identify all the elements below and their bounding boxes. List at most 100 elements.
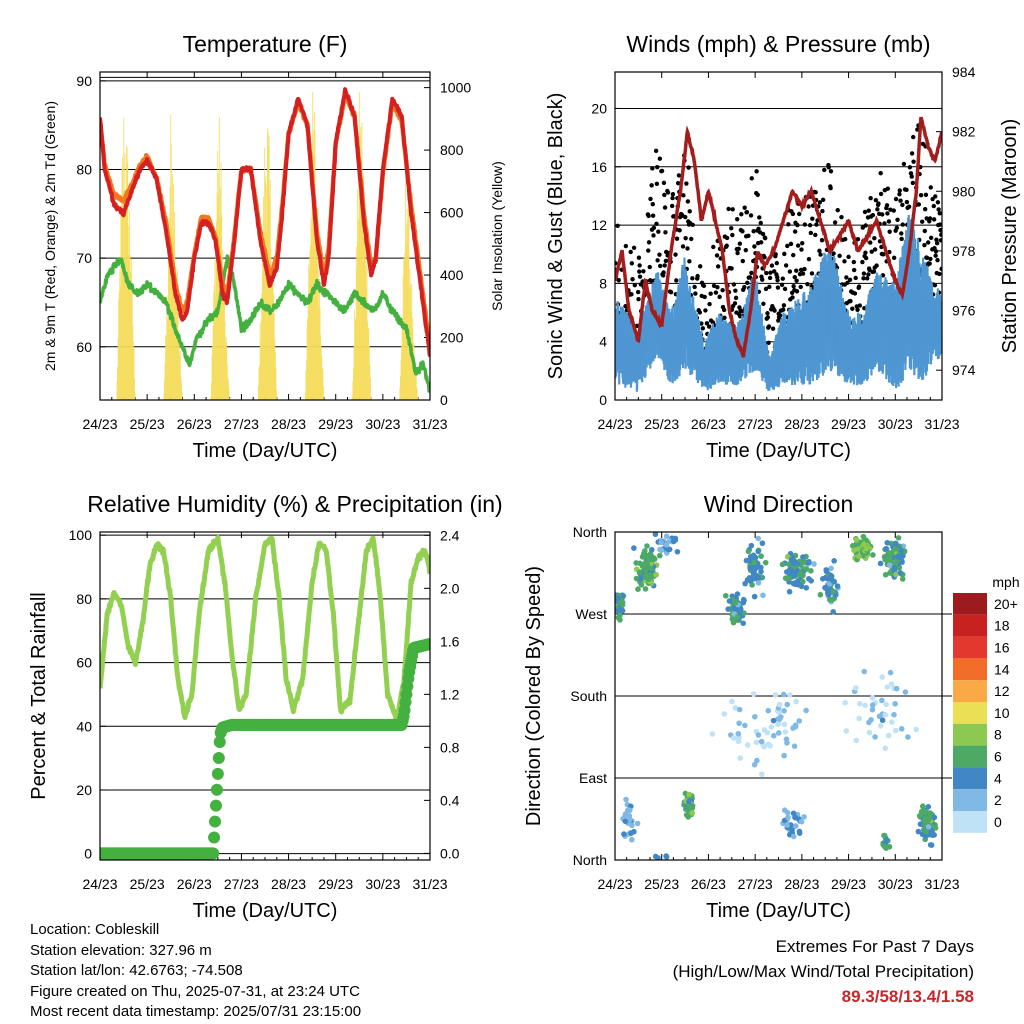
direction-point (655, 855, 661, 860)
y-tick-label: 70 (76, 250, 92, 266)
gust-point (899, 231, 904, 236)
colorbar-label: 6 (994, 749, 1002, 765)
gust-point (674, 278, 679, 283)
precip-point (208, 831, 221, 844)
gust-point (684, 181, 689, 186)
gust-point (742, 284, 747, 290)
gust-point (937, 271, 942, 277)
gust-point (648, 196, 653, 202)
direction-point (884, 684, 891, 690)
chart-title: Winds (mph) & Pressure (mb) (626, 31, 930, 57)
gust-point (658, 263, 663, 269)
colorbar-swatch (953, 723, 987, 746)
gust-point (729, 266, 734, 271)
direction-point (621, 831, 627, 837)
gust-point (783, 263, 789, 268)
gust-point (770, 326, 776, 331)
gust-point (904, 187, 909, 193)
direction-point (830, 578, 836, 584)
gust-point (850, 306, 855, 311)
direction-point (733, 606, 740, 612)
direction-point (803, 707, 809, 714)
y-tick-label: South (570, 688, 607, 704)
x-tick-label: 26/23 (177, 416, 212, 432)
gust-point (685, 246, 690, 251)
y2-tick-label: 0.4 (440, 792, 460, 808)
y-tick-label: East (579, 770, 607, 786)
gust-point (931, 203, 936, 209)
direction-point (765, 741, 772, 748)
gust-point (662, 263, 667, 268)
direction-point (791, 560, 798, 567)
colorbar-unit: mph (992, 574, 1019, 590)
gust-point (910, 180, 916, 186)
direction-point (732, 599, 739, 606)
direction-point (639, 554, 646, 560)
direction-point (674, 548, 681, 555)
gust-point (729, 225, 734, 231)
direction-point (790, 833, 797, 840)
direction-point (863, 545, 870, 552)
station-latlon: Station lat/lon: 42.6763; -74.508 (30, 962, 243, 979)
direction-point (808, 568, 814, 574)
direction-point (686, 791, 692, 798)
x-tick-label: 25/23 (130, 876, 165, 892)
colorbar-label: 16 (994, 640, 1010, 656)
direction-point (637, 569, 643, 575)
direction-point (772, 692, 779, 698)
direction-point (920, 803, 926, 810)
direction-point (781, 752, 787, 759)
gust-point (623, 304, 628, 309)
direction-point (751, 566, 758, 573)
gust-point (934, 237, 939, 242)
y-tick-label: West (575, 606, 607, 622)
gust-point (769, 263, 775, 268)
plot-area (615, 116, 942, 392)
gust-point (933, 253, 938, 258)
y2-tick-label: 980 (952, 183, 976, 199)
gust-point (740, 258, 746, 264)
direction-point (834, 583, 841, 589)
gust-point (758, 220, 763, 226)
colorbar-label: 4 (994, 770, 1002, 786)
gust-point (766, 324, 772, 329)
gust-point (686, 165, 691, 170)
direction-point (927, 842, 934, 848)
direction-point (709, 731, 716, 737)
direction-point (888, 550, 894, 557)
gust-point (828, 169, 834, 174)
direction-point (905, 734, 911, 740)
direction-point (895, 553, 901, 560)
direction-point (761, 727, 768, 733)
gust-point (868, 196, 873, 201)
chart-panel-3: Relative Humidity (%) & Precipitation (i… (28, 491, 503, 922)
gust-point (749, 270, 754, 276)
gust-point (922, 207, 928, 212)
direction-point (665, 546, 672, 553)
gust-point (885, 186, 891, 191)
direction-point (853, 737, 860, 744)
x-tick-label: 28/23 (271, 876, 306, 892)
direction-point (784, 809, 791, 816)
plot-frame (614, 531, 943, 861)
gust-point (806, 257, 812, 262)
gust-point (706, 324, 712, 329)
gust-point (740, 229, 745, 234)
gust-point (657, 252, 662, 257)
gust-point (819, 238, 825, 243)
direction-point (736, 720, 742, 727)
colorbar-label: 14 (994, 661, 1010, 677)
gust-point (663, 230, 668, 235)
gust-point (832, 220, 838, 225)
direction-point (788, 556, 795, 563)
gust-point (935, 257, 940, 263)
gust-point (800, 271, 806, 276)
x-axis-label: Time (Day/UTC) (193, 440, 338, 462)
direction-point (721, 711, 728, 717)
gust-point (924, 216, 929, 221)
y-tick-label: 20 (76, 782, 92, 798)
direction-point (745, 548, 752, 555)
colorbar-label: 18 (994, 618, 1010, 634)
gust-point (782, 286, 788, 292)
